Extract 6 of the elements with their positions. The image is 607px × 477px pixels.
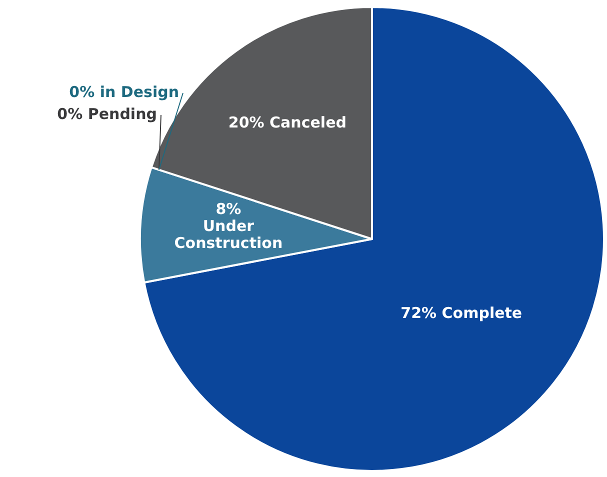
slice-label: Under Construction [174, 216, 283, 252]
text: 0% Pending [57, 105, 157, 123]
text: 0% in Design [69, 83, 179, 101]
slice-label: 20% Canceled [228, 114, 346, 132]
slice-label: 72% Complete [400, 304, 522, 322]
data-label: 8% [216, 200, 242, 218]
